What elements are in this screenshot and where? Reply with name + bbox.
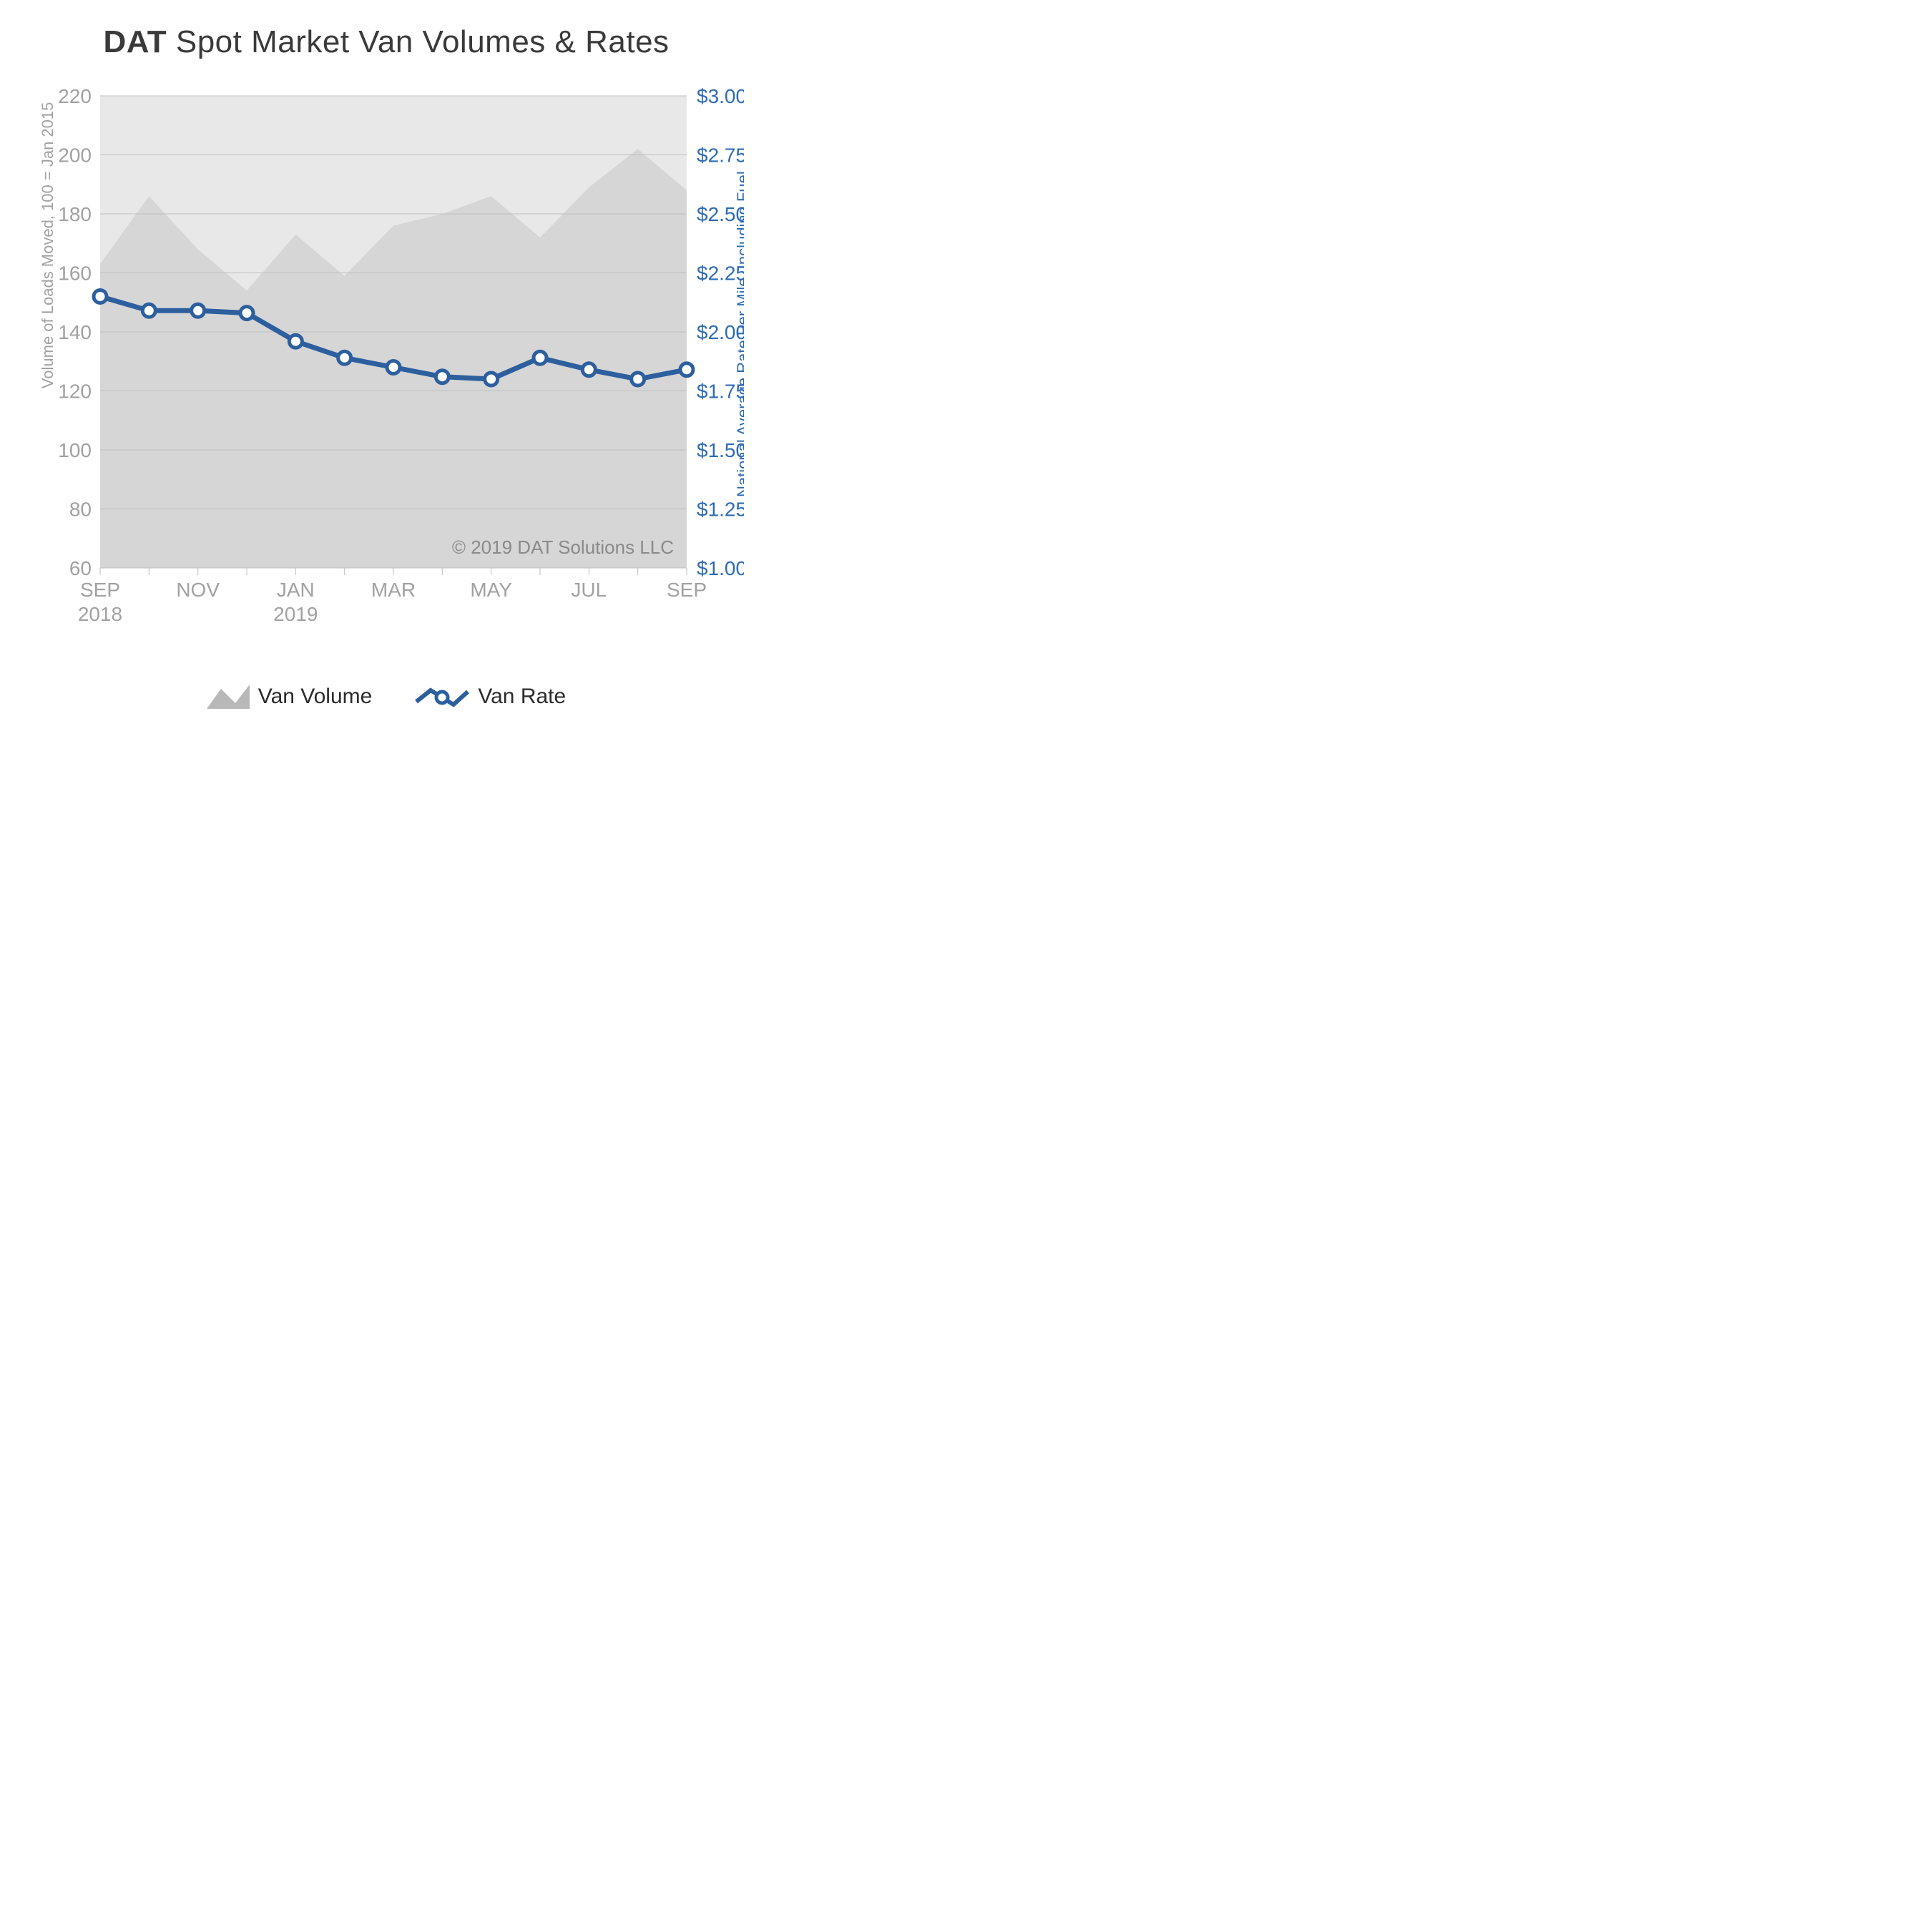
series-marker-rate [632,373,644,386]
xtick-label: JUL [571,579,607,601]
xtick-label: JAN [277,579,315,601]
title-bold: DAT [103,24,167,59]
chart-svg: 6080100120140160180200220$1.00$1.25$1.50… [29,67,744,675]
series-marker-rate [240,307,253,320]
ylabel-right: National Average Rate Per Mile, Includin… [734,171,744,497]
copyright-text: © 2019 DAT Solutions LLC [452,536,674,558]
series-marker-rate [94,290,107,303]
xtick-label-year: 2019 [273,603,318,625]
ytick-left: 200 [58,144,92,167]
series-marker-rate [289,335,302,348]
legend-label-volume: Van Volume [258,685,373,709]
plot-area: 6080100120140160180200220$1.00$1.25$1.50… [29,67,744,679]
area-icon [207,685,250,709]
ytick-left: 220 [58,85,92,107]
ytick-right: $3.00 [697,85,744,107]
series-marker-rate [192,304,205,317]
ytick-left: 140 [58,321,92,343]
ylabel-left: Volume of Loads Moved, 100 = Jan 2015 [39,102,57,389]
xtick-label: MAR [371,579,416,601]
title-rest: Spot Market Van Volumes & Rates [176,24,670,59]
series-marker-rate [387,361,400,374]
xtick-label: SEP [80,579,120,601]
series-marker-rate [142,304,155,317]
legend-item-rate: Van Rate [415,685,566,709]
ytick-right: $2.75 [697,144,744,167]
ytick-left: 60 [69,557,92,579]
legend-label-rate: Van Rate [478,685,566,709]
chart-container: DAT Spot Market Van Volumes & Rates 60 80… [0,0,773,773]
legend: Van Volume Van Rate [29,685,744,709]
xtick-label-year: 2018 [78,603,122,625]
ytick-right: $1.00 [697,557,744,579]
chart-title: DAT Spot Market Van Volumes & Rates [29,24,744,60]
series-marker-rate [485,373,498,386]
ytick-left: 160 [58,263,92,285]
series-marker-rate [338,351,351,364]
ytick-left: 120 [58,381,92,403]
series-marker-rate [534,351,546,364]
series-marker-rate [680,363,693,376]
series-marker-rate [582,363,595,376]
series-marker-rate [436,371,448,383]
ytick-left: 180 [58,203,92,225]
line-icon [415,685,469,709]
ytick-left: 80 [69,499,92,521]
ytick-left: 100 [58,439,92,461]
xtick-label: MAY [470,579,512,601]
xtick-label: SEP [667,579,707,601]
ytick-right: $1.25 [697,499,744,521]
legend-item-volume: Van Volume [207,685,373,709]
xtick-label: NOV [176,579,220,601]
